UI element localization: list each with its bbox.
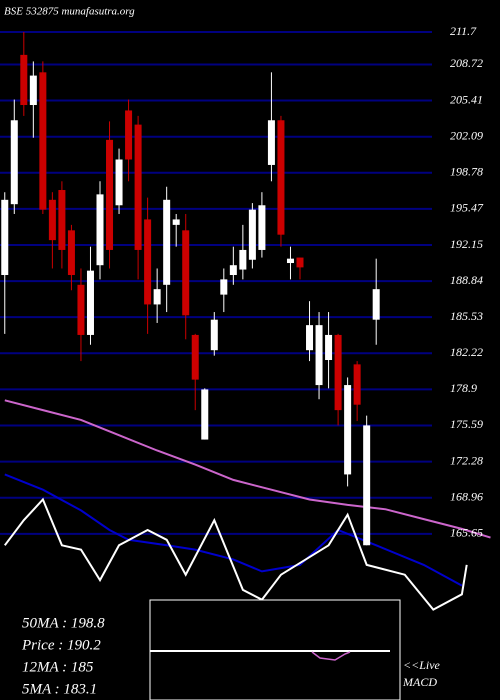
candle-body xyxy=(134,124,142,250)
candle-body xyxy=(1,199,9,276)
macd-label: MACD xyxy=(402,675,437,689)
y-tick-label: 178.9 xyxy=(450,381,477,395)
chart-title: BSE 532875 munafasutra.org xyxy=(4,6,135,18)
y-tick-label: 195.47 xyxy=(450,201,484,215)
annotation: 50MA : 198.8 xyxy=(22,615,105,631)
y-tick-label: 188.84 xyxy=(450,273,483,287)
macd-label: <<Live xyxy=(403,658,441,672)
candles xyxy=(1,32,380,546)
candle-body xyxy=(86,270,94,335)
y-tick-label: 172.28 xyxy=(450,453,483,467)
y-tick-label: 175.59 xyxy=(450,417,483,431)
candle-body xyxy=(29,75,37,106)
candle-body xyxy=(20,54,28,106)
candle-body xyxy=(363,425,371,546)
candle-body xyxy=(210,319,218,351)
annotation: Price : 190.2 xyxy=(21,637,101,653)
candle-body xyxy=(58,190,66,250)
indicator-line xyxy=(4,399,491,539)
candle-body xyxy=(201,389,209,440)
annotation: 12MA : 185 xyxy=(22,659,94,675)
macd-histogram xyxy=(311,651,351,661)
candle-body xyxy=(277,120,285,235)
candle-body xyxy=(239,249,247,270)
candle-body xyxy=(77,284,85,335)
candle-body xyxy=(172,219,180,225)
labels: 211.7 208.72 205.41 202.09 198.78 195.47 192.1… xyxy=(21,24,484,698)
candle-body xyxy=(334,334,342,411)
y-tick-label: 198.78 xyxy=(450,165,483,179)
candle-body xyxy=(220,279,228,295)
y-tick-label: 211.7 xyxy=(450,24,477,38)
candle-body xyxy=(286,258,294,264)
candle-body xyxy=(353,364,361,405)
candle-body xyxy=(372,289,380,320)
candle-body xyxy=(125,110,133,160)
y-tick-label: 205.41 xyxy=(450,92,483,106)
candle-body xyxy=(144,219,152,305)
candle-body xyxy=(106,139,114,250)
candle-body xyxy=(182,230,190,316)
candle-body xyxy=(96,194,104,266)
annotation: 5MA : 183.1 xyxy=(22,681,97,697)
candle-body xyxy=(229,265,237,276)
candle-body xyxy=(306,325,314,351)
candle-body xyxy=(10,120,18,205)
candle-body xyxy=(296,257,304,268)
candle-body xyxy=(48,199,56,241)
y-tick-label: 168.96 xyxy=(450,489,483,503)
candle-body xyxy=(258,205,266,250)
y-tick-label: 208.72 xyxy=(450,56,483,70)
y-tick-label: 165.65 xyxy=(450,526,483,540)
indicator-line xyxy=(4,497,468,611)
candle-body xyxy=(191,334,199,380)
candle-body xyxy=(67,230,75,276)
candle-body xyxy=(315,325,323,386)
candle-body xyxy=(325,334,333,361)
candle-body xyxy=(248,209,256,260)
y-tick-label: 192.15 xyxy=(450,237,483,251)
candle-body xyxy=(153,289,161,305)
grid xyxy=(0,31,432,535)
y-tick-label: 182.22 xyxy=(450,345,483,359)
candle-body xyxy=(115,159,123,206)
candle-body xyxy=(344,385,352,475)
candle-body xyxy=(163,199,171,285)
y-tick-label: 202.09 xyxy=(450,128,483,142)
y-tick-label: 185.53 xyxy=(450,309,483,323)
candle-body xyxy=(267,120,275,165)
candle-body xyxy=(39,72,47,210)
